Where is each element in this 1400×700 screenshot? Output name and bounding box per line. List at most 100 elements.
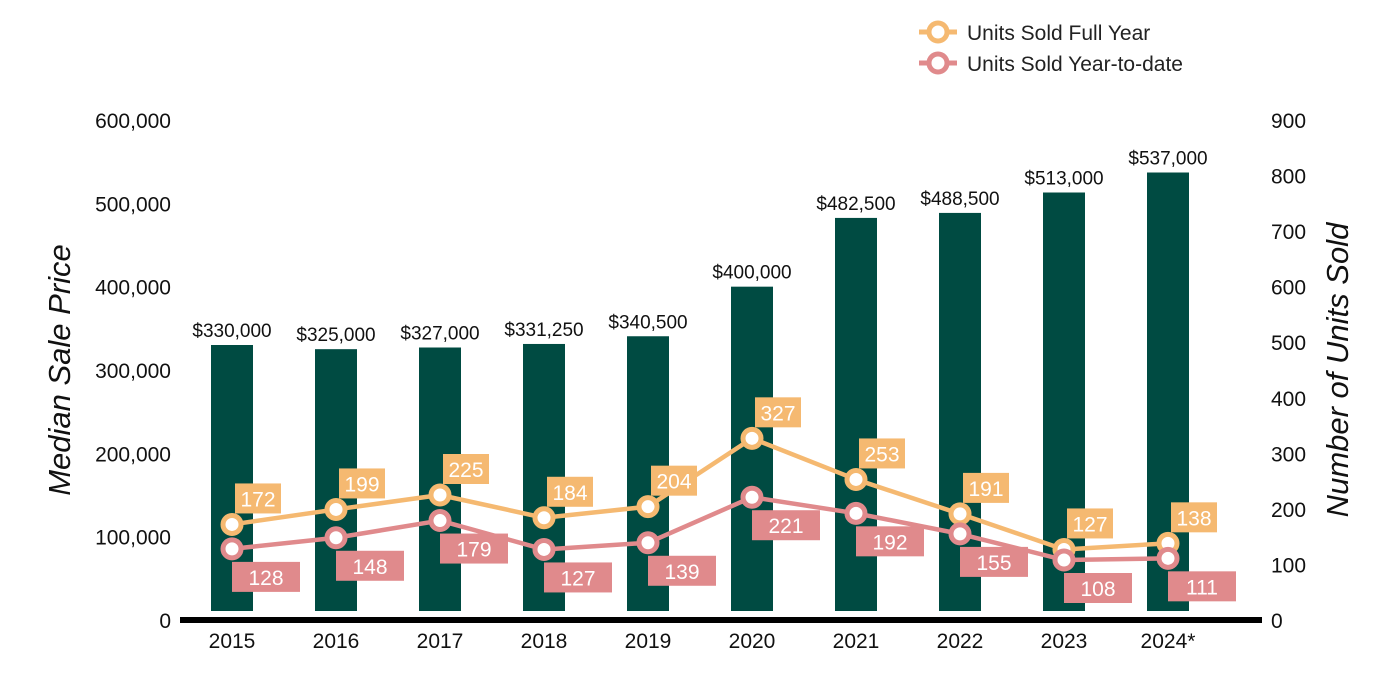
x-axis-tick-label: 2020 — [729, 630, 776, 653]
x-axis-ticks: 2015 2016 2017 2018 2019 2020 2021 2022 2023 2024… — [209, 630, 1196, 653]
right-axis-tick-label: 400 — [1271, 388, 1306, 411]
point-label-box — [1064, 573, 1132, 603]
right-axis-tick-label: 800 — [1271, 166, 1306, 189]
bar-value-label: $340,500 — [608, 312, 687, 333]
series-point — [428, 483, 452, 507]
series-point — [220, 512, 244, 536]
x-axis-tick-label: 2021 — [833, 630, 880, 653]
point-value-label: 139 — [664, 561, 699, 584]
point-label-box — [336, 550, 404, 581]
point-value-label: 221 — [768, 515, 803, 538]
right-axis-ticks: 0 100 200 300 400 500 600 700 800 900 — [1271, 110, 1306, 633]
line-series: 172 199 225 184 204 327 253 191 127 138 128 148 179 1… — [220, 397, 1236, 603]
x-axis-tick-label: 2017 — [417, 630, 464, 653]
bar-value-label: $327,000 — [400, 324, 479, 345]
point-label-box — [1168, 571, 1236, 602]
x-axis-tick-label: 2018 — [521, 630, 568, 653]
point-label-box — [648, 555, 716, 586]
point-label-box — [232, 561, 300, 592]
right-axis-tick-label: 0 — [1271, 610, 1283, 633]
point-label-box — [651, 465, 697, 496]
point-label-box — [963, 472, 1009, 503]
point-value-label: 191 — [968, 478, 1003, 501]
bar-value-label: $482,500 — [816, 194, 895, 215]
right-axis-tick-label: 900 — [1271, 110, 1306, 133]
series-point — [324, 526, 348, 550]
left-axis-tick-label: 600,000 — [95, 110, 171, 133]
x-axis-tick-label: 2022 — [937, 630, 984, 653]
right-axis-tick-label: 500 — [1271, 332, 1306, 355]
series-point — [740, 426, 764, 450]
point-value-label: 111 — [1186, 576, 1218, 599]
point-label-box — [1067, 508, 1113, 539]
point-value-label: 184 — [552, 482, 587, 505]
bar-value-label: $325,000 — [296, 325, 375, 346]
right-axis-tick-label: 700 — [1271, 221, 1306, 244]
x-axis-tick-label: 2016 — [313, 630, 360, 653]
point-label-box — [547, 476, 593, 507]
point-label-box — [1171, 502, 1217, 533]
left-axis-tick-label: 300,000 — [95, 360, 171, 383]
series-point — [844, 467, 868, 491]
series-point — [948, 522, 972, 546]
point-value-label: 179 — [456, 539, 491, 562]
legend-label: Units Sold Full Year — [967, 22, 1150, 45]
point-value-label: 204 — [656, 471, 691, 494]
series-point — [948, 502, 972, 526]
point-value-label: 199 — [344, 473, 379, 496]
bar-value-label: $513,000 — [1024, 169, 1103, 190]
series-point — [220, 537, 244, 561]
point-label-box — [544, 562, 612, 593]
right-axis-tick-label: 100 — [1271, 554, 1306, 577]
left-axis-tick-label: 200,000 — [95, 443, 171, 466]
legend-label: Units Sold Year-to-date — [967, 53, 1183, 76]
point-label-box — [440, 533, 508, 564]
right-axis-tick-label: 200 — [1271, 499, 1306, 522]
bar-value-label: $537,000 — [1128, 149, 1207, 170]
series-point — [1156, 546, 1180, 570]
point-value-label: 172 — [240, 488, 275, 511]
chart-legend: Units Sold Full Year Units Sold Year-to-d… — [919, 20, 1183, 76]
point-value-label: 225 — [448, 459, 483, 482]
point-label-box — [443, 454, 489, 484]
legend-marker — [926, 20, 950, 44]
x-axis-tick-label: 2019 — [625, 630, 672, 653]
left-axis-tick-label: 400,000 — [95, 277, 171, 300]
series-point — [428, 509, 452, 533]
point-label-box — [755, 397, 801, 428]
point-value-label: 127 — [560, 567, 595, 590]
legend-marker — [926, 51, 950, 75]
left-axis-tick-label: 100,000 — [95, 527, 171, 550]
point-label-box — [856, 526, 924, 557]
point-value-label: 128 — [248, 567, 283, 590]
right-axis-tick-label: 300 — [1271, 443, 1306, 466]
x-axis-tick-label: 2024* — [1141, 630, 1196, 653]
series-point — [636, 495, 660, 519]
point-label-box — [752, 510, 820, 541]
point-value-label: 127 — [1072, 513, 1107, 536]
series-point — [636, 531, 660, 555]
point-label-box — [859, 438, 905, 469]
bar-value-label: $488,500 — [920, 189, 999, 210]
right-axis-tick-label: 600 — [1271, 277, 1306, 300]
series-point — [532, 506, 556, 530]
right-axis-title: Number of Units Sold — [1320, 221, 1355, 517]
point-label-box — [235, 483, 281, 514]
left-axis-tick-label: 0 — [159, 610, 171, 633]
point-value-label: 192 — [872, 531, 907, 554]
point-value-label: 108 — [1080, 578, 1115, 601]
point-value-label: 148 — [352, 556, 387, 579]
point-value-label: 155 — [976, 552, 1011, 575]
left-axis-title: Median Sale Price — [42, 244, 77, 496]
x-axis-tick-label: 2023 — [1041, 630, 1088, 653]
series-point — [1052, 548, 1076, 572]
series-point — [532, 537, 556, 561]
point-value-label: 327 — [760, 402, 795, 425]
point-label-box — [960, 546, 1028, 577]
series-line — [231, 436, 1169, 552]
bar-value-label: $331,250 — [504, 320, 583, 341]
point-label-box — [339, 468, 385, 499]
point-value-label: 253 — [864, 443, 899, 466]
point-value-label: 138 — [1176, 507, 1211, 530]
